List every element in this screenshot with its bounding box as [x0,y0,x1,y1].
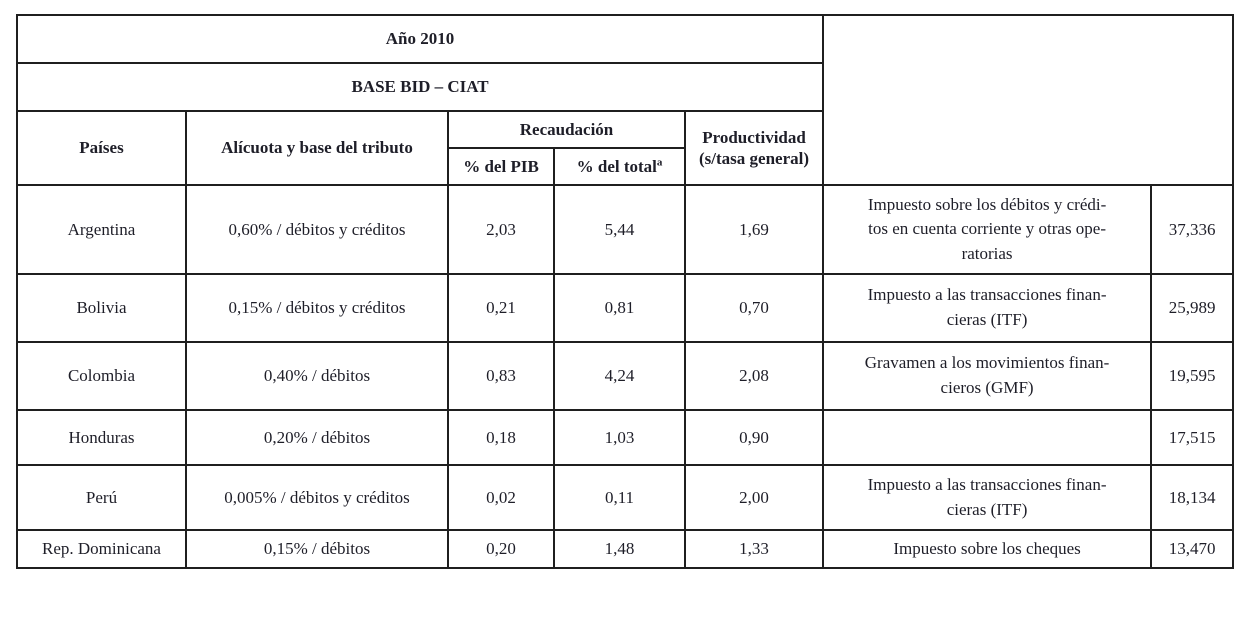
cell-total: 0,11 [553,464,686,531]
col-header-alicuota: Alícuota y base del tributo [185,110,449,186]
cell-pib: 0,02 [447,464,555,531]
year-banner: Año 2010 [15,14,825,64]
cell-impuesto: Impuesto sobre los cheques [822,529,1153,569]
col-header-total-label: % del total [576,156,657,176]
cell-productividad: 1,69 [683,184,825,275]
cell-alicuota: 0,60% / débitos y créditos [185,184,449,275]
table-row-peru: Perú 0,005% / débitos y créditos 0,02 0,… [16,464,1235,531]
col-header-paises: Países [16,110,187,186]
cell-alicuota: 0,005% / débitos y créditos [185,464,449,531]
source-banner: BASE BID – CIAT [15,62,825,112]
tax-comparison-table: Año 2010 BASE BID – CIAT Países Alícuota… [15,14,1235,569]
col-header-pib: % del PIB [447,147,555,186]
col-header-total: % del totala [553,147,686,186]
cell-pib: 0,21 [447,273,555,343]
cell-total: 1,48 [553,529,686,569]
cell-total: 4,24 [553,341,686,411]
cell-valor: 17,515 [1150,409,1235,466]
cell-alicuota: 0,15% / débitos y créditos [185,273,449,343]
cell-total: 1,03 [553,409,686,466]
cell-valor: 19,595 [1150,341,1235,411]
cell-pais: Perú [16,464,187,531]
cell-impuesto: Impuesto sobre los débitos y crédi- tos … [822,184,1153,275]
cell-valor: 37,336 [1150,184,1235,275]
cell-alicuota: 0,15% / débitos [185,529,449,569]
cell-pib: 0,18 [447,409,555,466]
cell-pais: Rep. Dominicana [16,529,187,569]
cell-valor: 13,470 [1150,529,1235,569]
cell-valor: 18,134 [1150,464,1235,531]
cell-productividad: 1,33 [683,529,825,569]
cell-total: 5,44 [553,184,686,275]
cell-alicuota: 0,20% / débitos [185,409,449,466]
cell-impuesto: Impuesto a las transacciones finan- cier… [822,273,1153,343]
cell-productividad: 0,90 [683,409,825,466]
cell-pais: Honduras [16,409,187,466]
cell-productividad: 2,08 [683,341,825,411]
cell-pib: 0,20 [447,529,555,569]
cell-pib: 0,83 [447,341,555,411]
cell-impuesto: Gravamen a los movimientos finan- cieros… [822,341,1153,411]
table-row-argentina: Argentina 0,60% / débitos y créditos 2,0… [16,184,1235,275]
cell-pais: Bolivia [16,273,187,343]
col-header-recaudacion: Recaudación [447,110,686,149]
table-row-rep-dominicana: Rep. Dominicana 0,15% / débitos 0,20 1,4… [16,529,1235,569]
cell-pais: Argentina [16,184,187,275]
cell-impuesto [822,409,1153,466]
cell-alicuota: 0,40% / débitos [185,341,449,411]
table-row-bolivia: Bolivia 0,15% / débitos y créditos 0,21 … [16,273,1235,343]
cell-pib: 2,03 [447,184,555,275]
cell-impuesto: Impuesto a las transacciones finan- cier… [822,464,1153,531]
cell-pais: Colombia [16,341,187,411]
header-empty-cell [822,14,1235,186]
cell-productividad: 2,00 [683,464,825,531]
cell-total: 0,81 [553,273,686,343]
cell-productividad: 0,70 [683,273,825,343]
cell-valor: 25,989 [1150,273,1235,343]
col-header-productividad: Productividad (s/tasa general) [683,110,825,186]
footnote-marker: a [656,155,663,168]
table-row-colombia: Colombia 0,40% / débitos 0,83 4,24 2,08 … [16,341,1235,411]
table-row-honduras: Honduras 0,20% / débitos 0,18 1,03 0,90 … [16,409,1235,466]
